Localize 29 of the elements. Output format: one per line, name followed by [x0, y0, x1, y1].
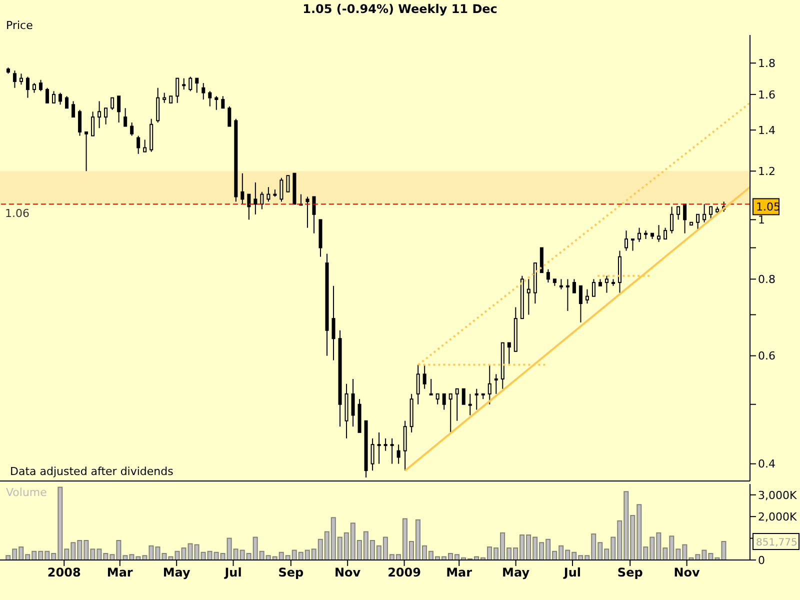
x-tick-label: Sep	[617, 566, 644, 580]
y-tick-label: 0	[758, 554, 765, 567]
x-tick-label: May	[162, 566, 190, 580]
y-tick-label: 0.8	[758, 273, 776, 286]
x-tick-label: Mar	[446, 566, 472, 580]
x-tick-label: 2009	[388, 566, 421, 580]
y-axis-title: Price	[6, 19, 33, 32]
y-tick-label: 1.6	[758, 88, 776, 102]
y-tick-label: 1.2	[758, 165, 776, 178]
annotation: Data adjusted after dividends	[10, 465, 174, 478]
y-axis-title: Volume	[6, 486, 47, 499]
x-tick-label: Nov	[674, 566, 700, 580]
y-tick-label: 1	[758, 214, 765, 227]
x-tick-label: May	[502, 566, 530, 580]
y-tick-label: 2,000K	[758, 510, 798, 524]
y-tick-label: 3,000K	[758, 488, 798, 502]
ref-line-label: 1.06	[5, 206, 30, 220]
x-tick-label: 2008	[47, 566, 81, 580]
y-tick-label: 0.4	[758, 458, 776, 471]
y-tick-label: 1.4	[758, 124, 776, 137]
x-tick-label: Jul	[562, 566, 582, 580]
x-tick-label: Nov	[334, 566, 361, 580]
text: 851,775	[756, 538, 798, 549]
y-tick-label: 0.6	[758, 350, 776, 363]
x-tick-label: Mar	[106, 566, 133, 580]
y-tick-label: 1.8	[758, 56, 776, 70]
x-tick-label: Sep	[278, 566, 304, 580]
chart-title: 1.05 (-0.94%) Weekly 11 Dec	[302, 2, 498, 16]
x-tick-label: Jul	[224, 566, 242, 580]
